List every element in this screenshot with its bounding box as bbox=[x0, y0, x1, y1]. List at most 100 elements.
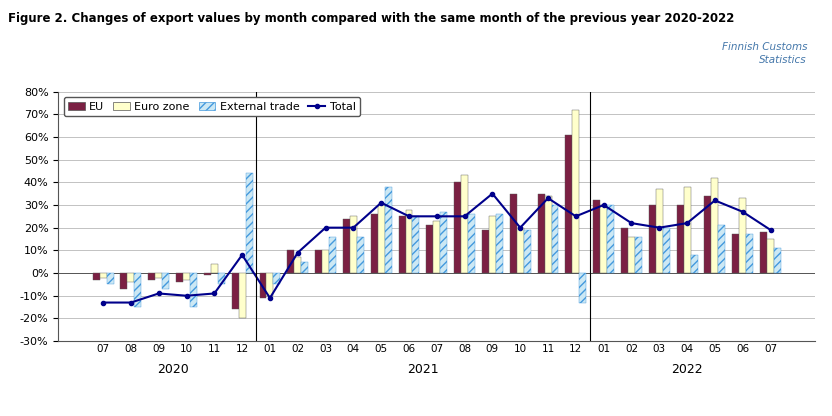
Bar bbox=[399, 216, 405, 273]
Bar bbox=[287, 250, 295, 273]
Bar bbox=[579, 273, 587, 302]
Bar bbox=[413, 216, 419, 273]
Bar bbox=[100, 273, 106, 277]
Bar bbox=[566, 135, 572, 273]
Legend: EU, Euro zone, External trade, Total: EU, Euro zone, External trade, Total bbox=[64, 97, 360, 116]
Bar bbox=[218, 273, 225, 285]
Bar bbox=[454, 182, 461, 273]
Total bbox=[237, 253, 247, 258]
Bar bbox=[767, 239, 774, 273]
Bar bbox=[384, 187, 392, 273]
Bar bbox=[676, 205, 684, 273]
Bar bbox=[572, 110, 579, 273]
Total bbox=[488, 191, 498, 196]
Bar bbox=[649, 205, 656, 273]
Bar bbox=[739, 198, 746, 273]
Total bbox=[320, 225, 330, 230]
Total bbox=[710, 198, 720, 203]
Bar bbox=[663, 228, 670, 273]
Bar bbox=[121, 273, 127, 289]
Total bbox=[154, 291, 164, 296]
Bar bbox=[135, 273, 141, 307]
Total bbox=[599, 203, 609, 208]
Text: Figure 2. Changes of export values by month compared with the same month of the : Figure 2. Changes of export values by mo… bbox=[8, 12, 735, 25]
Bar bbox=[711, 178, 718, 273]
Bar bbox=[371, 214, 378, 273]
Bar bbox=[746, 235, 753, 273]
Total bbox=[626, 220, 636, 225]
Total bbox=[210, 291, 220, 296]
Bar bbox=[405, 210, 413, 273]
Total bbox=[432, 214, 442, 219]
Bar bbox=[607, 205, 614, 273]
Bar bbox=[489, 216, 496, 273]
Text: 2021: 2021 bbox=[407, 363, 438, 376]
Bar bbox=[461, 176, 468, 273]
Bar bbox=[691, 255, 697, 273]
Bar bbox=[433, 221, 440, 273]
Bar bbox=[718, 225, 726, 273]
Total bbox=[126, 300, 136, 305]
Bar bbox=[190, 273, 197, 307]
Bar bbox=[545, 196, 552, 273]
Bar bbox=[343, 218, 350, 273]
Total bbox=[654, 225, 664, 230]
Total bbox=[459, 214, 469, 219]
Bar bbox=[260, 273, 266, 298]
Total bbox=[404, 214, 414, 219]
Text: Finnish Customs
Statistics: Finnish Customs Statistics bbox=[721, 42, 807, 65]
Bar bbox=[350, 216, 357, 273]
Line: Total: Total bbox=[101, 191, 773, 305]
Text: 2022: 2022 bbox=[671, 363, 703, 376]
Bar bbox=[204, 273, 210, 275]
Bar bbox=[127, 273, 135, 282]
Bar bbox=[176, 273, 183, 282]
Bar bbox=[231, 273, 239, 310]
Total bbox=[543, 196, 553, 201]
Bar bbox=[537, 193, 545, 273]
Bar bbox=[468, 214, 475, 273]
Bar bbox=[274, 273, 280, 285]
Total bbox=[571, 214, 581, 219]
Bar bbox=[357, 237, 364, 273]
Bar bbox=[301, 262, 308, 273]
Bar bbox=[106, 273, 113, 285]
Bar bbox=[148, 273, 156, 280]
Bar bbox=[593, 201, 600, 273]
Bar bbox=[552, 205, 558, 273]
Total bbox=[376, 200, 386, 205]
Bar bbox=[295, 257, 301, 273]
Total bbox=[98, 300, 108, 305]
Total bbox=[515, 225, 525, 230]
Bar bbox=[245, 173, 253, 273]
Bar bbox=[322, 250, 329, 273]
Bar bbox=[239, 273, 245, 318]
Text: 2020: 2020 bbox=[156, 363, 189, 376]
Bar bbox=[315, 250, 322, 273]
Bar bbox=[705, 196, 711, 273]
Bar bbox=[774, 248, 781, 273]
Bar bbox=[510, 193, 517, 273]
Bar bbox=[162, 273, 169, 289]
Total bbox=[682, 220, 692, 225]
Bar bbox=[684, 187, 691, 273]
Total bbox=[293, 250, 303, 255]
Bar bbox=[496, 214, 503, 273]
Bar bbox=[329, 237, 336, 273]
Total bbox=[765, 228, 775, 233]
Total bbox=[265, 295, 275, 300]
Bar bbox=[440, 212, 448, 273]
Bar bbox=[656, 189, 663, 273]
Bar bbox=[183, 273, 190, 280]
Bar bbox=[156, 273, 162, 277]
Bar bbox=[210, 264, 218, 273]
Total bbox=[349, 225, 359, 230]
Bar bbox=[600, 205, 607, 273]
Bar bbox=[482, 230, 489, 273]
Bar bbox=[426, 225, 433, 273]
Total bbox=[181, 293, 191, 298]
Bar bbox=[621, 228, 628, 273]
Bar bbox=[628, 237, 635, 273]
Bar bbox=[266, 273, 274, 296]
Bar bbox=[92, 273, 100, 280]
